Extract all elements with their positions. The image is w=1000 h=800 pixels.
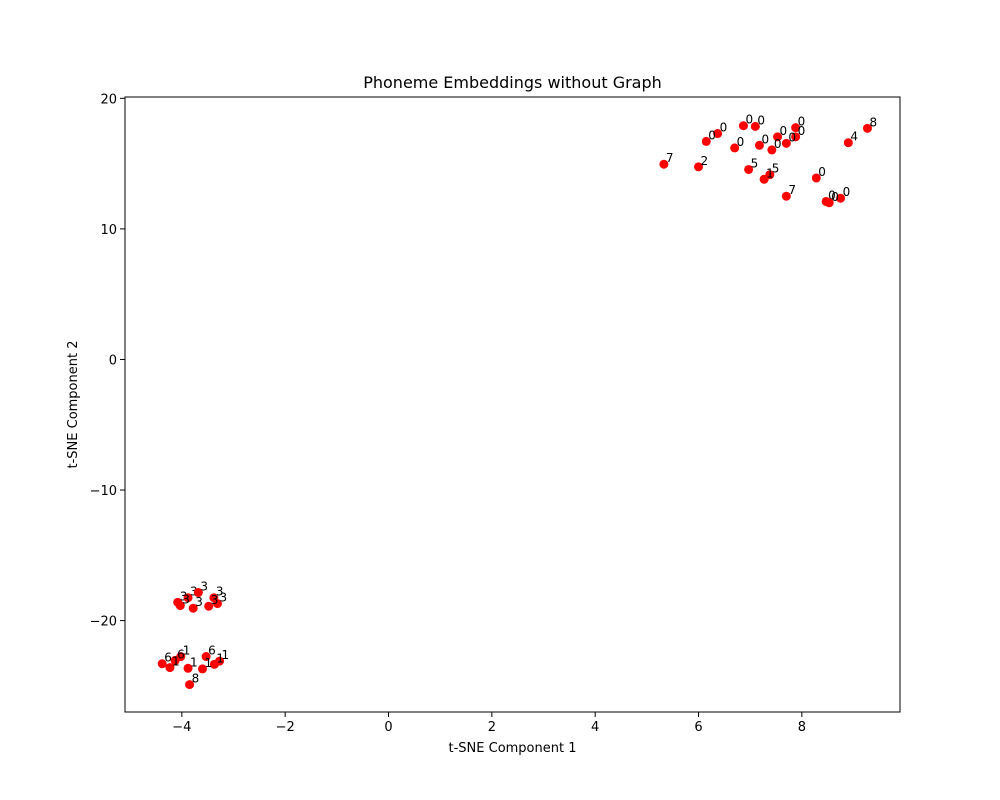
point-label: 7 [666, 151, 674, 165]
data-point [750, 121, 760, 131]
data-point [773, 132, 783, 142]
point-label: 0 [737, 135, 745, 149]
point-label: 3 [219, 591, 227, 605]
point-label: 1 [205, 656, 213, 670]
data-point [701, 136, 711, 146]
point-label: 1 [216, 651, 224, 665]
x-tick-label: 4 [591, 720, 599, 735]
point-label: 3 [190, 585, 198, 599]
data-point [759, 174, 769, 184]
point-label: 0 [818, 165, 826, 179]
x-tick-label: −2 [276, 720, 295, 735]
point-label: 7 [788, 183, 796, 197]
point-label: 1 [172, 655, 180, 669]
x-axis-title: t-SNE Component 1 [449, 741, 577, 756]
point-label: 1 [183, 644, 191, 658]
x-tick-label: 6 [694, 720, 702, 735]
point-label: 0 [831, 190, 839, 204]
data-point [201, 652, 211, 662]
y-axis: −20 −10 0 10 20 [90, 92, 125, 630]
y-tick-label: 10 [100, 223, 117, 238]
data-point [781, 138, 791, 148]
point-label: 6 [208, 644, 216, 658]
data-point [185, 680, 195, 690]
data-point [781, 191, 791, 201]
y-tick-label: −20 [90, 615, 117, 630]
data-point [204, 601, 214, 611]
y-tick-label: 0 [109, 353, 117, 368]
point-label: 0 [761, 132, 769, 146]
point-label: 1 [222, 648, 230, 662]
data-point [183, 663, 193, 673]
point-label: 0 [708, 128, 716, 142]
point-label: 1 [766, 166, 774, 180]
data-point [811, 173, 821, 183]
point-label: 5 [751, 156, 759, 170]
data-point [659, 159, 669, 169]
x-tick-label: 8 [798, 720, 806, 735]
point-label: 8 [869, 115, 877, 129]
point-label: 6 [177, 647, 185, 661]
x-axis: −4 −2 0 2 4 6 8 [172, 712, 806, 735]
point-label: 2 [701, 154, 709, 168]
data-point [791, 132, 801, 142]
data-point [188, 603, 198, 613]
data-point [209, 659, 219, 669]
data-point [730, 143, 740, 153]
point-label: 4 [850, 130, 858, 144]
point-label: 0 [780, 124, 788, 138]
point-label: 3 [200, 580, 208, 594]
point-label: 0 [774, 137, 782, 151]
data-point [212, 599, 222, 609]
point-label: 0 [798, 124, 806, 138]
point-label: 3 [195, 595, 203, 609]
data-point [198, 664, 207, 674]
y-axis-title: t-SNE Component 2 [66, 341, 81, 469]
data-point [862, 123, 872, 133]
data-point [193, 588, 203, 598]
point-label: 0 [757, 113, 765, 127]
data-point [694, 162, 703, 172]
plot-frame [124, 96, 901, 713]
point-label: 0 [798, 115, 806, 129]
data-point [744, 164, 754, 174]
point-label: 8 [192, 672, 200, 686]
data-point [836, 193, 846, 203]
x-tick-label: 0 [384, 720, 392, 735]
x-tick-label: 2 [488, 720, 496, 735]
data-point [843, 138, 853, 148]
y-tick-label: 20 [100, 92, 117, 107]
point-label: 1 [190, 655, 198, 669]
data-point [170, 655, 180, 665]
point-label: 0 [788, 130, 796, 144]
data-point [713, 129, 723, 139]
point-label: 0 [843, 185, 851, 199]
data-point [157, 659, 167, 669]
data-point [183, 593, 193, 603]
point-label: 5 [772, 162, 780, 176]
data-point [754, 140, 764, 150]
point-label: 6 [164, 651, 172, 665]
point-label: 3 [211, 593, 219, 607]
data-point [165, 663, 175, 673]
data-point [824, 198, 834, 208]
point-label: 3 [180, 589, 188, 603]
data-point [738, 121, 748, 131]
data-point [175, 601, 185, 611]
data-point [767, 145, 777, 155]
point-label: 3 [216, 585, 224, 599]
x-tick-label: −4 [172, 720, 191, 735]
point-label: 0 [828, 188, 836, 202]
chart-title: Phoneme Embeddings without Graph [363, 73, 662, 92]
point-label: 3 [182, 593, 190, 607]
data-point [791, 123, 801, 133]
point-label: 0 [745, 113, 753, 127]
y-tick-label: −10 [90, 484, 117, 499]
point-label: 0 [720, 121, 728, 135]
